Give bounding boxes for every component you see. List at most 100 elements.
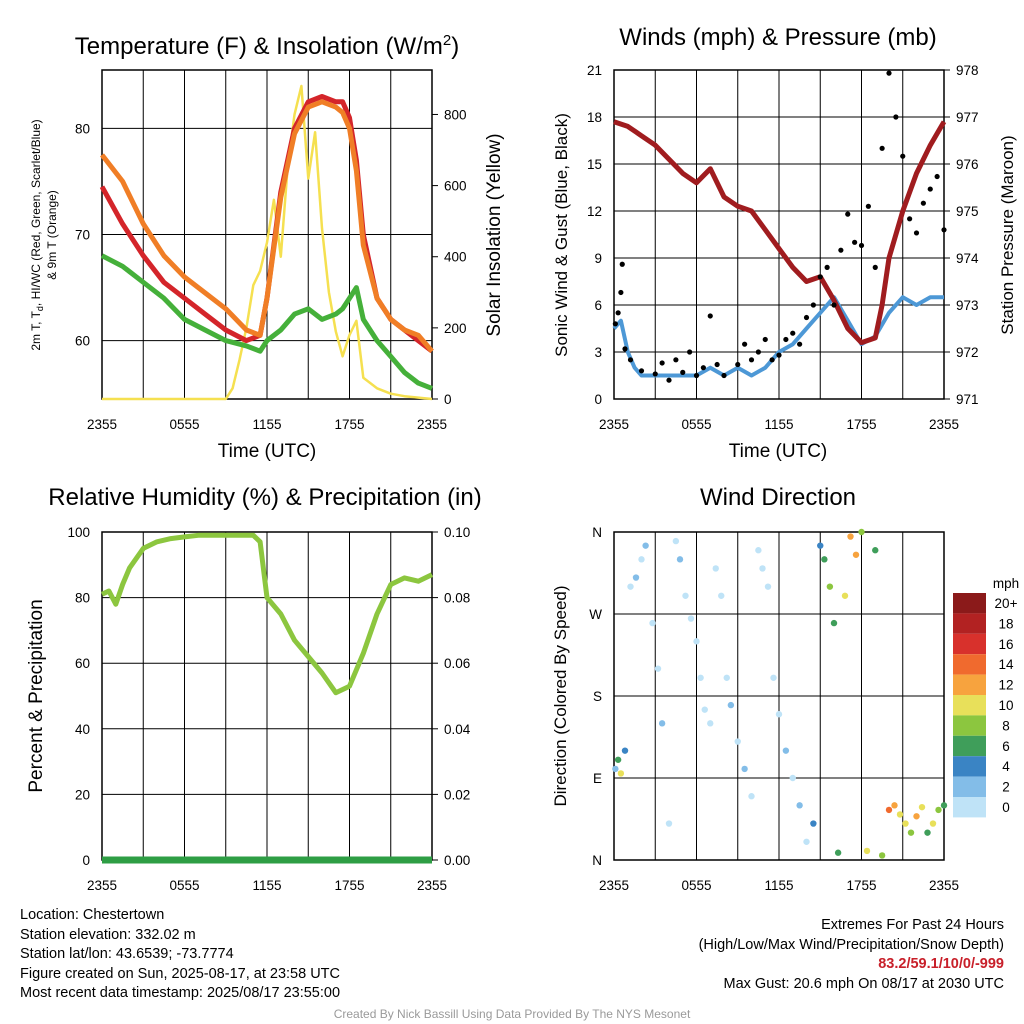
gust-point (872, 264, 878, 270)
direction-point (940, 802, 948, 809)
gust-point (831, 302, 837, 308)
direction-point (632, 574, 640, 581)
y2-tick-label: 0.00 (444, 853, 470, 868)
gust-point (735, 361, 741, 368)
direction-tick-label: N (592, 525, 602, 540)
y-tick-label: 3 (594, 345, 602, 360)
gust-point (817, 274, 823, 280)
legend-swatch (953, 633, 986, 655)
gust-point (790, 330, 796, 336)
y2-tick-label: 0.02 (444, 787, 470, 802)
legend-swatch (953, 715, 986, 736)
extremes-info: Extremes For Past 24 Hours (High/Low/Max… (699, 916, 1004, 994)
direction-tick-label: S (593, 689, 602, 704)
direction-point (734, 738, 741, 745)
y-tick-label: 20 (75, 787, 90, 802)
x-tick-label: 0555 (681, 417, 711, 432)
direction-point (759, 565, 766, 572)
gust-point (865, 203, 871, 209)
direction-point (649, 619, 656, 627)
speed-legend: 20+ 18 16 14 12 10 8 6 4 2 0 (953, 593, 1018, 818)
legend-label: 0 (1002, 800, 1010, 815)
station-info: Location: Chestertown Station elevation:… (20, 906, 340, 1004)
temperature-series-2 (100, 253, 433, 391)
direction-point (654, 665, 662, 672)
gust-point (742, 341, 748, 347)
y-tick-label: 0 (82, 853, 90, 868)
x-tick-label: 0555 (169, 417, 199, 432)
direction-point (858, 528, 865, 536)
x-tick-label: 1155 (764, 417, 793, 432)
x-tick-label: 2355 (599, 417, 629, 432)
y-tick-label: 9 (594, 251, 602, 266)
recent-text: Most recent data timestamp: 2025/08/17 2… (20, 985, 341, 1001)
x-tick-label: 2355 (87, 878, 117, 893)
legend-label: 14 (998, 657, 1014, 672)
y-tick-label: 70 (75, 228, 90, 243)
temperature-panel: Temperature (F) & Insolation (W/m2) 60 70… (29, 32, 505, 462)
gust-point (755, 349, 761, 355)
humidity-ylabel: Percent & Precipitation (26, 599, 47, 792)
y2-tick-label: 0.08 (444, 591, 470, 606)
direction-point (741, 765, 748, 773)
direction-point (614, 756, 622, 763)
extremes-desc: (High/Low/Max Wind/Precipitation/Snow De… (698, 936, 1004, 953)
winds-ylabel: Sonic Wind & Gust (Blue, Black) (552, 113, 571, 357)
gust-point (619, 261, 625, 267)
winds-xlabel: Time (UTC) (729, 441, 828, 462)
y2-tick-label: 600 (444, 179, 467, 194)
gust-point (673, 357, 679, 363)
direction-point (902, 820, 909, 827)
y-tick-label: 6 (594, 298, 602, 313)
direction-tick-label: N (592, 853, 602, 868)
legend-label: 18 (998, 616, 1013, 631)
direction-point (676, 556, 684, 563)
y2-tick-label: 973 (956, 298, 979, 313)
y2-tick-label: 400 (444, 250, 467, 265)
gust-point (659, 360, 665, 366)
y2-tick-label: 971 (956, 392, 979, 407)
legend-title: mph (993, 576, 1019, 591)
gust-point (852, 239, 858, 245)
direction-point (775, 711, 783, 718)
created-text: Figure created on Sun, 2025-08-17, at 23… (20, 965, 340, 982)
gust-point (769, 357, 775, 363)
y-tick-label: 40 (75, 722, 90, 737)
gust-point (920, 200, 926, 206)
direction-point (697, 674, 704, 681)
x-tick-label: 1755 (334, 878, 364, 893)
direction-point (642, 542, 649, 549)
pressure-ylabel: Station Pressure (Maroon) (998, 135, 1017, 334)
direction-point (755, 547, 762, 554)
x-tick-label: 0555 (681, 878, 711, 893)
gust-point (845, 211, 851, 217)
y-tick-label: 18 (587, 110, 602, 125)
gust-point (721, 372, 727, 379)
y2-tick-label: 974 (956, 251, 979, 266)
gust-point (776, 352, 782, 358)
y-tick-label: 60 (75, 656, 90, 671)
elevation-text: Station elevation: 332.02 m (20, 926, 196, 943)
direction-point (789, 774, 796, 782)
latlon-text: Station lat/lon: 43.6539; -73.7774 (20, 946, 234, 962)
direction-point (782, 747, 790, 754)
gust-point (652, 371, 658, 377)
gust-point (687, 349, 693, 355)
x-tick-label: 1155 (764, 878, 793, 893)
direction-point (723, 674, 730, 681)
direction-point (638, 556, 645, 563)
gust-point (886, 70, 892, 76)
legend-label: 12 (998, 678, 1013, 693)
direction-point (826, 583, 834, 590)
x-tick-label: 2355 (599, 878, 629, 893)
gust-point (797, 341, 803, 347)
direction-point (830, 619, 838, 627)
y2-tick-label: 977 (956, 110, 979, 125)
legend-swatch (953, 654, 986, 675)
legend-swatch (953, 735, 986, 757)
gust-point (810, 302, 816, 308)
direction-point (665, 820, 673, 827)
y2-tick-label: 972 (956, 345, 979, 360)
x-tick-label: 2355 (417, 878, 447, 893)
